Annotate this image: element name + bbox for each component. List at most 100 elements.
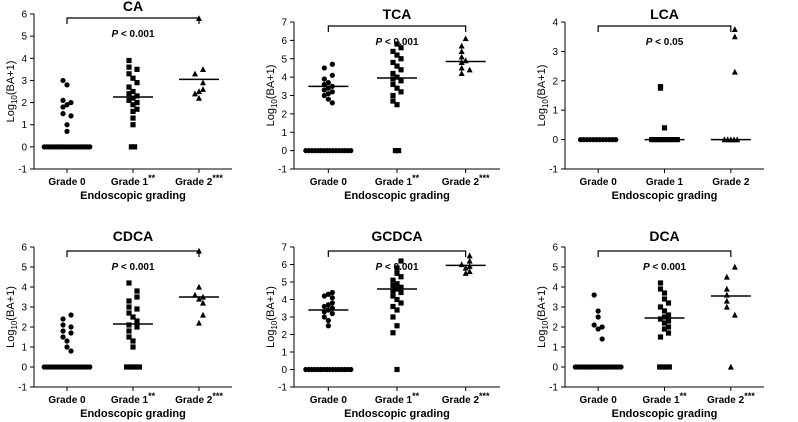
category-name: Grade 2 (175, 177, 213, 188)
data-point (196, 94, 202, 101)
category-label: Grade 1 (646, 177, 684, 188)
y-tick-label: 6 (552, 243, 558, 254)
significance-stars: ** (680, 391, 688, 401)
data-point (64, 82, 70, 88)
data-point (398, 56, 404, 62)
chart-title: TCA (383, 6, 412, 22)
data-point (394, 265, 400, 271)
data-point (126, 97, 132, 103)
data-point (136, 364, 142, 370)
data-point (657, 334, 664, 340)
data-point (599, 324, 605, 330)
data-point (124, 364, 130, 370)
data-point (458, 70, 465, 77)
data-point (394, 270, 400, 276)
data-point (60, 322, 66, 328)
y-tick-label: 2 (552, 76, 558, 87)
data-point (394, 366, 400, 373)
data-point (126, 304, 132, 310)
data-point (390, 314, 396, 320)
y-axis-label: Log10(BA+1) (265, 286, 279, 348)
significance-stars: ** (412, 391, 420, 401)
category-name: Grade 0 (48, 177, 86, 188)
data-point (665, 324, 672, 330)
x-axis-label: Endoscopic grading (344, 190, 450, 202)
category-name: Grade 2 (707, 395, 745, 406)
data-point (390, 293, 396, 299)
data-point (390, 92, 396, 99)
data-point (68, 330, 74, 336)
data-point (731, 311, 738, 318)
significance-stars: *** (479, 391, 490, 401)
y-axis-label: Log10(BA+1) (5, 61, 19, 123)
y-tick-label: 4 (281, 73, 287, 84)
data-point (398, 289, 404, 296)
y-tick-label: 3 (552, 47, 558, 58)
y-tick-label: 2 (552, 323, 558, 334)
data-point (390, 59, 396, 66)
data-point (394, 52, 400, 58)
data-point (661, 308, 668, 314)
y-tick-label: 0 (552, 135, 558, 146)
data-point (466, 257, 473, 264)
data-point (657, 364, 663, 370)
y-tick-label: 1 (552, 106, 558, 117)
chart-title: LCA (650, 6, 679, 22)
data-point (60, 334, 66, 340)
data-point (348, 366, 354, 373)
data-point (618, 364, 624, 370)
data-point (134, 324, 140, 330)
data-point (661, 320, 668, 326)
data-point (723, 303, 730, 310)
y-tick-label: 6 (21, 243, 27, 254)
y-tick-label: -1 (549, 165, 558, 176)
data-point (466, 268, 473, 275)
data-point (661, 290, 668, 296)
data-point (390, 288, 396, 294)
data-point (329, 72, 335, 78)
data-point (398, 284, 404, 290)
data-point (132, 144, 138, 150)
y-tick-label: 1 (552, 343, 558, 354)
data-point (394, 296, 400, 303)
data-point (68, 99, 74, 106)
data-point (130, 102, 136, 108)
data-point (87, 364, 93, 370)
data-point (200, 299, 206, 306)
data-point (392, 148, 398, 154)
data-point (595, 308, 601, 314)
data-point (321, 293, 327, 299)
data-point (60, 77, 66, 84)
data-point (325, 80, 331, 86)
data-point (731, 263, 738, 270)
data-point (134, 306, 140, 312)
data-point (196, 247, 202, 254)
category-name: Grade 1 (375, 395, 413, 406)
data-point (665, 312, 672, 318)
significance-bracket (66, 250, 200, 257)
y-axis-label: Log10(BA+1) (536, 286, 550, 348)
chart-title: CA (123, 0, 143, 14)
category-name: Grade 0 (48, 395, 86, 406)
category-name: Grade 0 (580, 395, 618, 406)
category-label: Grade 2 (712, 177, 750, 188)
data-point (68, 324, 74, 330)
y-tick-label: 3 (552, 303, 558, 314)
data-point (657, 85, 664, 91)
y-tick-label: 1 (21, 120, 27, 131)
x-axis-label: Endoscopic grading (344, 408, 450, 420)
data-point (666, 364, 672, 370)
chart-lca: -1 0 1 2 3 4 Grade 0 Grade 1 Grade 2 Endoscopic g… (536, 6, 764, 202)
data-point (60, 316, 66, 322)
data-point (126, 84, 132, 90)
data-point (64, 338, 70, 344)
data-point (64, 128, 70, 134)
data-point (458, 64, 465, 71)
data-point (130, 88, 136, 95)
significance-stars: *** (479, 173, 490, 183)
data-point (196, 319, 202, 326)
chart-dca: -1 0 1 2 3 4 5 6 Grade 0 Grade 1** Grade 2*** Endos… (536, 228, 764, 420)
data-point (196, 295, 202, 302)
chart-title: DCA (649, 228, 679, 244)
data-point (398, 274, 404, 280)
